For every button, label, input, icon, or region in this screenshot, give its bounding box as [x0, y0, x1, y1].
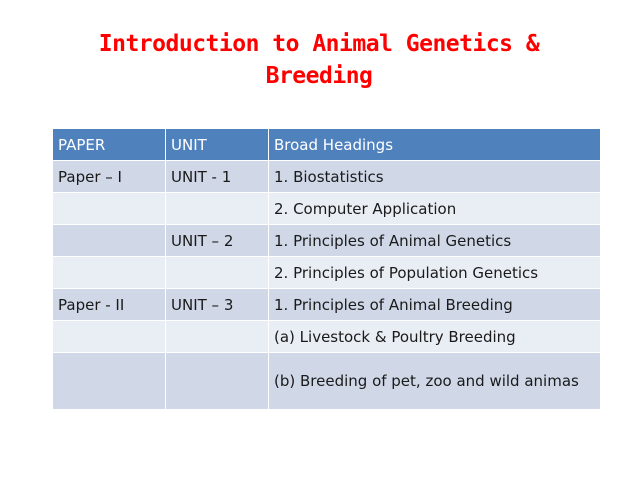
slide-title-line-2: Breeding: [265, 63, 373, 89]
cell-unit: UNIT – 3: [165, 288, 269, 321]
cell-paper: [52, 320, 166, 353]
cell-heading: 2. Computer Application: [268, 192, 601, 225]
cell-unit: [165, 352, 269, 410]
cell-paper: Paper - II: [52, 288, 166, 321]
table-row: (b) Breeding of pet, zoo and wild animas: [52, 352, 601, 410]
syllabus-table: PAPER UNIT Broad Headings Paper – I UNIT…: [52, 128, 601, 410]
cell-unit: UNIT - 1: [165, 160, 269, 193]
table-row: (a) Livestock & Poultry Breeding: [52, 320, 601, 353]
table-row: Paper - II UNIT – 3 1. Principles of Ani…: [52, 288, 601, 321]
cell-heading: 1. Biostatistics: [268, 160, 601, 193]
slide-title: Introduction to Animal Genetics & Breedi…: [40, 28, 598, 92]
table-header-row: PAPER UNIT Broad Headings: [52, 128, 601, 161]
cell-paper: Paper – I: [52, 160, 166, 193]
header-broad-headings: Broad Headings: [268, 128, 601, 161]
cell-paper: [52, 224, 166, 257]
cell-paper: [52, 256, 166, 289]
table-row: UNIT – 2 1. Principles of Animal Genetic…: [52, 224, 601, 257]
cell-paper: [52, 192, 166, 225]
cell-paper: [52, 352, 166, 410]
cell-heading: 1. Principles of Animal Genetics: [268, 224, 601, 257]
cell-unit: [165, 192, 269, 225]
cell-heading: (a) Livestock & Poultry Breeding: [268, 320, 601, 353]
table-row: 2. Principles of Population Genetics: [52, 256, 601, 289]
cell-heading: (b) Breeding of pet, zoo and wild animas: [268, 352, 601, 410]
cell-unit: [165, 256, 269, 289]
cell-unit: [165, 320, 269, 353]
cell-heading: 2. Principles of Population Genetics: [268, 256, 601, 289]
slide-title-line-1: Introduction to Animal Genetics &: [98, 31, 540, 57]
cell-heading: 1. Principles of Animal Breeding: [268, 288, 601, 321]
header-paper: PAPER: [52, 128, 166, 161]
cell-unit: UNIT – 2: [165, 224, 269, 257]
table-row: 2. Computer Application: [52, 192, 601, 225]
header-unit: UNIT: [165, 128, 269, 161]
table-row: Paper – I UNIT - 1 1. Biostatistics: [52, 160, 601, 193]
